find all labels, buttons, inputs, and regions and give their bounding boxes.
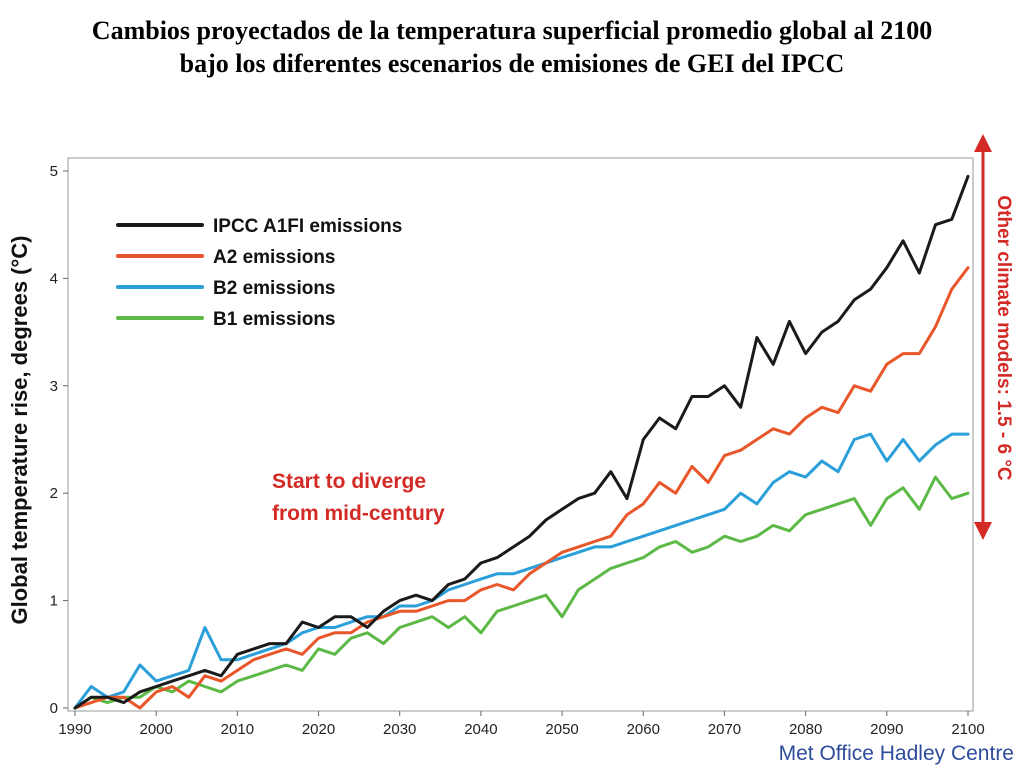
x-tick-label: 2100 <box>951 721 984 738</box>
title-line-2: bajo los diferentes escenarios de emisio… <box>179 49 845 78</box>
title-line-1: Cambios proyectados de la temperatura su… <box>91 16 933 45</box>
diverge-annotation-line-2: from mid-century <box>272 502 445 525</box>
y-axis-label: Global temperature rise, degrees (°C) <box>7 235 32 624</box>
legend-label-3: B1 emissions <box>213 309 336 330</box>
range-arrow-up-icon <box>974 134 992 152</box>
y-tick-label: 3 <box>50 378 58 395</box>
other-models-annotation: Other climate models: 1.5 - 6 °C <box>993 195 1014 481</box>
range-arrow-down-icon <box>974 522 992 540</box>
x-tick-label: 2090 <box>870 721 903 738</box>
diverge-annotation: Start to diverge from mid-century <box>272 470 445 525</box>
x-tick-label: 2080 <box>789 721 822 738</box>
plot-frame <box>67 157 974 712</box>
axes: 1990 2000 2010 2020 2030 2040 2050 2060 2070 2080… <box>50 163 985 738</box>
series-line-2 <box>73 432 970 710</box>
y-tick-label: 1 <box>50 593 58 610</box>
series-layer <box>73 174 970 710</box>
legend-label-2: B2 emissions <box>213 278 336 299</box>
x-tick-label: 2060 <box>627 721 660 738</box>
legend-label-0: IPCC A1FI emissions <box>213 216 402 237</box>
slide-title: Cambios proyectados de la temperatura su… <box>0 14 1024 80</box>
legend-label-1: A2 emissions <box>213 247 336 268</box>
x-tick-label: 2070 <box>708 721 741 738</box>
credit-text: Met Office Hadley Centre <box>779 742 1014 765</box>
x-tick-label: 2020 <box>302 721 335 738</box>
series-line-0 <box>73 174 970 710</box>
series-line-1 <box>73 266 970 710</box>
legend: IPCC A1FI emissions A2 emissions B2 emissi… <box>116 216 402 330</box>
x-tick-label: 2000 <box>139 721 172 738</box>
y-tick-label: 0 <box>50 700 58 717</box>
y-tick-label: 5 <box>50 163 58 180</box>
y-tick-label: 4 <box>50 270 58 287</box>
x-tick-label: 2040 <box>464 721 497 738</box>
y-tick-label: 2 <box>50 485 58 502</box>
x-tick-label: 2010 <box>221 721 254 738</box>
diverge-annotation-line-1: Start to diverge <box>272 470 426 493</box>
x-tick-label: 2030 <box>383 721 416 738</box>
x-tick-label: 1990 <box>58 721 91 738</box>
series-line-3 <box>73 475 970 710</box>
x-tick-label: 2050 <box>545 721 578 738</box>
other-models-range: Other climate models: 1.5 - 6 °C <box>974 134 1014 540</box>
